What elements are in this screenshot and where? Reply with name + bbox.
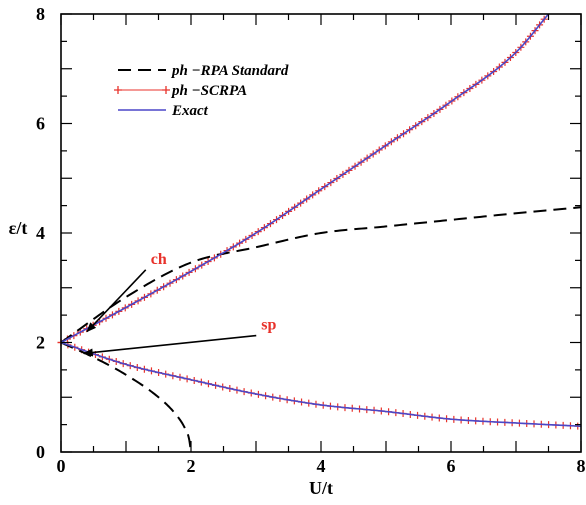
legend: ph −RPA Standard ph −SCRPA Exact <box>114 63 289 119</box>
legend-label: Exact <box>171 103 209 119</box>
annotation-arrow-sp <box>82 334 257 357</box>
legend-label: ph −RPA Standard <box>170 63 289 79</box>
annotations: ch sp <box>82 251 276 357</box>
x-tick-label: 4 <box>317 456 326 476</box>
legend-entry: Exact <box>118 103 209 119</box>
legend-entry: ph −SCRPA <box>114 83 247 99</box>
y-tick-label: 0 <box>36 442 45 462</box>
y-axis-title: ε/t <box>9 218 28 238</box>
series-layer <box>57 13 582 453</box>
axis-ticks: 0 2 4 6 8 0 2 4 6 8 <box>36 4 586 476</box>
legend-label: ph −SCRPA <box>170 83 247 99</box>
annotation-arrow-ch <box>86 269 147 333</box>
x-tick-label: 8 <box>577 456 586 476</box>
y-tick-label: 2 <box>36 333 45 353</box>
x-tick-label: 2 <box>187 456 196 476</box>
y-tick-label: 4 <box>36 223 45 243</box>
y-tick-label: 6 <box>36 114 45 134</box>
annotation-label-ch: ch <box>151 251 167 268</box>
rpa-dashed-curve <box>60 341 192 453</box>
scrpa-thin-line <box>60 342 582 427</box>
annotation-label-sp: sp <box>261 317 276 334</box>
y-tick-label: 8 <box>36 4 45 24</box>
series-ph-rpa-standard <box>60 206 582 453</box>
x-axis-title: U/t <box>309 478 333 498</box>
series-exact <box>60 13 582 428</box>
legend-entry: ph −RPA Standard <box>118 63 289 79</box>
rpa-dashed-curve <box>60 206 582 344</box>
x-tick-label: 6 <box>447 456 456 476</box>
legend-plus-marker <box>162 86 170 94</box>
legend-plus-marker <box>114 86 122 94</box>
exact-curve <box>60 13 550 344</box>
x-tick-label: 0 <box>57 456 66 476</box>
exact-curve <box>60 341 582 428</box>
